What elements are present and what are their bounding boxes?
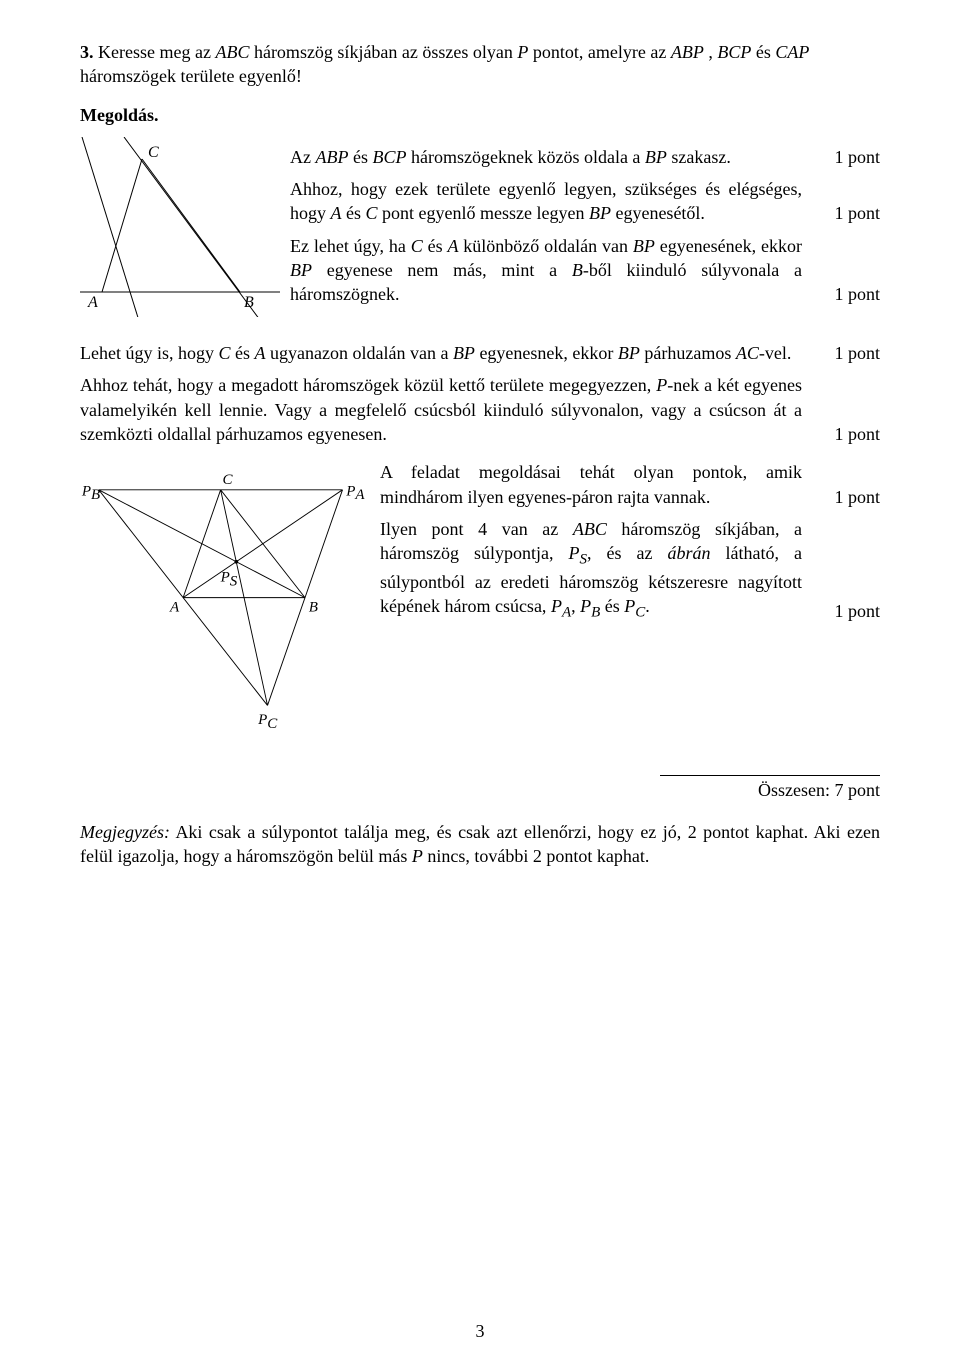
para4: Lehet úgy is, hogy C és A ugyanazon olda…: [80, 341, 880, 365]
fig1-edge-ac: [102, 159, 142, 292]
fig1-line-bc-ext: [124, 137, 280, 317]
para4-text: Lehet úgy is, hogy C és A ugyanazon olda…: [80, 341, 802, 365]
step1-text: Az ABP és BCP háromszögeknek közös oldal…: [290, 145, 802, 169]
step3-text: Ez lehet úgy, ha C és A különböző oldalá…: [290, 234, 802, 307]
step2: Ahhoz, hogy ezek területe egyenlő legyen…: [290, 177, 880, 226]
problem-var-abp: ABP: [671, 42, 704, 62]
problem-text-6: háromszögek területe egyenlő!: [80, 66, 302, 86]
fig2-label-pa: PA: [345, 484, 365, 504]
step7-text: Ilyen pont 4 van az ABC háromszög síkjáb…: [380, 517, 802, 623]
problem-text-4: ,: [708, 42, 717, 62]
problem-var-abc: ABC: [215, 42, 249, 62]
fig1-label-c: C: [148, 144, 159, 161]
total-points: Összesen: 7 pont: [80, 778, 880, 802]
fig1-line-ac-ext: [82, 137, 144, 317]
solution-label: Megoldás.: [80, 103, 880, 127]
step3-points: 1 pont: [802, 282, 880, 306]
step1: Az ABP és BCP háromszögeknek közös oldal…: [290, 145, 880, 169]
problem-var-cap: CAP: [775, 42, 809, 62]
step6-text: A feladat megoldásai tehát olyan pontok,…: [380, 460, 802, 509]
fig2-line-b-pb: [99, 490, 305, 598]
page-number: 3: [0, 1319, 960, 1343]
figure1-svg: A B C: [80, 137, 280, 317]
steps-1-3: Az ABP és BCP háromszögeknek közös oldal…: [290, 137, 880, 307]
fig2-label-b: B: [309, 600, 318, 616]
fig1-label-a: A: [87, 294, 98, 311]
step7-points: 1 pont: [802, 599, 880, 623]
para4-points: 1 pont: [802, 341, 880, 365]
step7: Ilyen pont 4 van az ABC háromszög síkjáb…: [380, 517, 880, 623]
problem-number: 3.: [80, 42, 94, 62]
problem-var-bcp: BCP: [717, 42, 751, 62]
remark-label: Megjegyzés:: [80, 822, 170, 842]
fig2-label-a: A: [169, 600, 180, 616]
fig2-centroid-dot: [234, 560, 238, 564]
step1-points: 1 pont: [802, 145, 880, 169]
step3: Ez lehet úgy, ha C és A különböző oldalá…: [290, 234, 880, 307]
fig2-label-pb: PB: [81, 484, 100, 504]
fig2-label-ps: PS: [220, 570, 238, 590]
step6-points: 1 pont: [802, 485, 880, 509]
fig2-label-c: C: [223, 473, 234, 489]
figure1-container: A B C: [80, 137, 290, 323]
steps-6-7: A feladat megoldásai tehát olyan pontok,…: [380, 452, 880, 623]
row-figure2-steps: A B C PS PA PB PC A feladat megoldásai t…: [80, 452, 880, 768]
figure2-container: A B C PS PA PB PC: [80, 452, 380, 768]
problem-text-5: és: [756, 42, 776, 62]
remark-text: Aki csak a súlypontot találja meg, és cs…: [80, 822, 880, 866]
para5-points: 1 pont: [802, 422, 880, 446]
fig2-label-pc: PC: [257, 713, 278, 733]
problem-text-3: pontot, amelyre az: [533, 42, 671, 62]
step6: A feladat megoldásai tehát olyan pontok,…: [380, 460, 880, 509]
row-figure1-steps: A B C Az ABP és BCP háromszögeknek közös…: [80, 137, 880, 323]
para5-text: Ahhoz tehát, hogy a megadott háromszögek…: [80, 373, 802, 446]
fig1-label-b: B: [244, 294, 254, 311]
problem-statement: 3. Keresse meg az ABC háromszög síkjában…: [80, 40, 880, 89]
problem-text-1: Keresse meg az: [98, 42, 215, 62]
problem-var-p: P: [517, 42, 528, 62]
step2-text: Ahhoz, hogy ezek területe egyenlő legyen…: [290, 177, 802, 226]
step2-points: 1 pont: [802, 201, 880, 225]
total-rule: [660, 775, 880, 776]
fig1-edge-bc: [142, 159, 240, 292]
fig2-line-a-pa: [183, 490, 342, 598]
figure2-svg: A B C PS PA PB PC: [80, 452, 380, 762]
problem-text-2: háromszög síkjában az összes olyan: [254, 42, 517, 62]
remark: Megjegyzés: Aki csak a súlypontot találj…: [80, 820, 880, 869]
para5: Ahhoz tehát, hogy a megadott háromszögek…: [80, 373, 880, 446]
